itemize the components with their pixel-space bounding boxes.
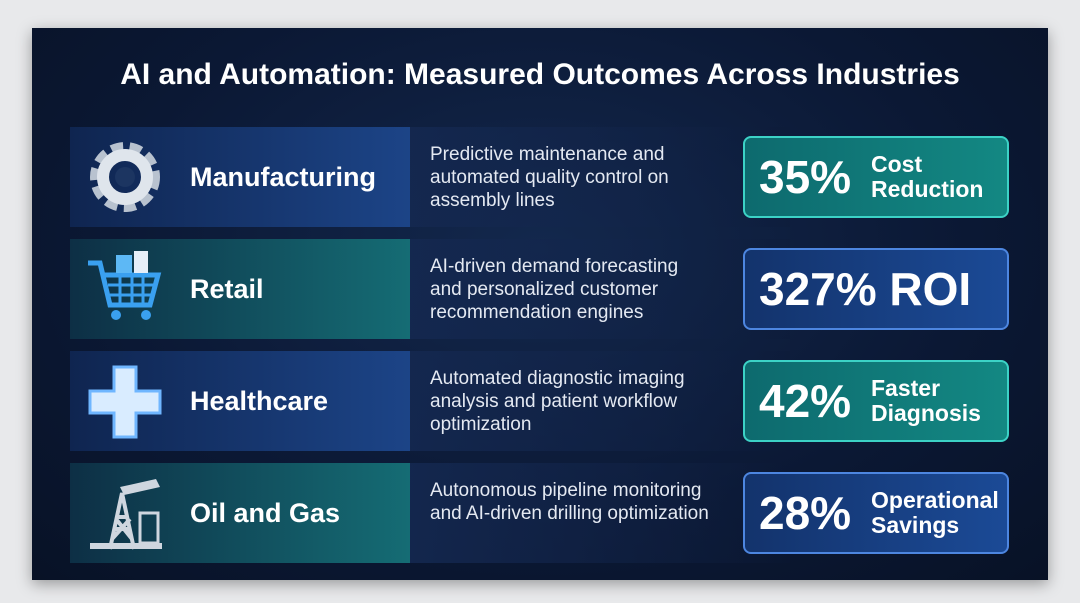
- description: Automated diagnostic imaging analysis an…: [430, 368, 685, 435]
- metric-card: 28% Operational Savings: [743, 472, 1009, 554]
- title: AI and Automation: Measured Outcomes Acr…: [120, 58, 960, 91]
- description-cell: Predictive maintenance and automated qua…: [410, 127, 790, 227]
- description-cell: Automated diagnostic imaging analysis an…: [410, 351, 790, 451]
- industry-row: Retail AI-driven demand forecasting and p…: [70, 239, 1010, 339]
- cart-icon: [88, 251, 162, 320]
- description: Predictive maintenance and automated qua…: [430, 144, 669, 211]
- metric-label: Operational Savings: [871, 487, 999, 538]
- industry-name: Healthcare: [190, 386, 329, 416]
- industry-cell: Manufacturing: [70, 127, 410, 227]
- gear-icon: [90, 142, 160, 212]
- metric-card: 42% Faster Diagnosis: [743, 360, 1009, 442]
- industry-row: Healthcare Automated diagnostic imaging a…: [70, 351, 1010, 451]
- industry-name: Oil and Gas: [190, 498, 341, 528]
- metric-value: 28%: [759, 487, 852, 539]
- metric-value: 327% ROI: [759, 263, 972, 315]
- metric-value: 42%: [759, 375, 852, 427]
- description: AI-driven demand forecasting and persona…: [430, 256, 679, 323]
- metric-card: 327% ROI: [743, 248, 1009, 330]
- industry-cell: Oil and Gas: [70, 463, 410, 563]
- description-cell: Autonomous pipeline monitoring and AI-dr…: [410, 463, 790, 563]
- industry-name: Manufacturing: [190, 162, 376, 192]
- industry-name: Retail: [190, 274, 264, 304]
- description: Autonomous pipeline monitoring and AI-dr…: [430, 480, 709, 524]
- industry-cell: Retail: [70, 239, 410, 339]
- industry-cell: Healthcare: [70, 351, 410, 451]
- cross-icon: [88, 365, 162, 439]
- panel: AI and Automation: Measured Outcomes Acr…: [32, 28, 1048, 580]
- metric-label: Faster Diagnosis: [871, 375, 981, 426]
- metric-card: 35% Cost Reduction: [743, 136, 1009, 218]
- description-cell: AI-driven demand forecasting and persona…: [410, 239, 790, 339]
- industry-row: Manufacturing Predictive maintenance and …: [70, 127, 1010, 227]
- metric-value: 35%: [759, 151, 852, 203]
- oil-rig-icon: [90, 479, 162, 550]
- metric-label: Cost Reduction: [871, 151, 984, 202]
- industry-row: Oil and Gas Autonomous pipeline monitorin…: [70, 463, 1010, 563]
